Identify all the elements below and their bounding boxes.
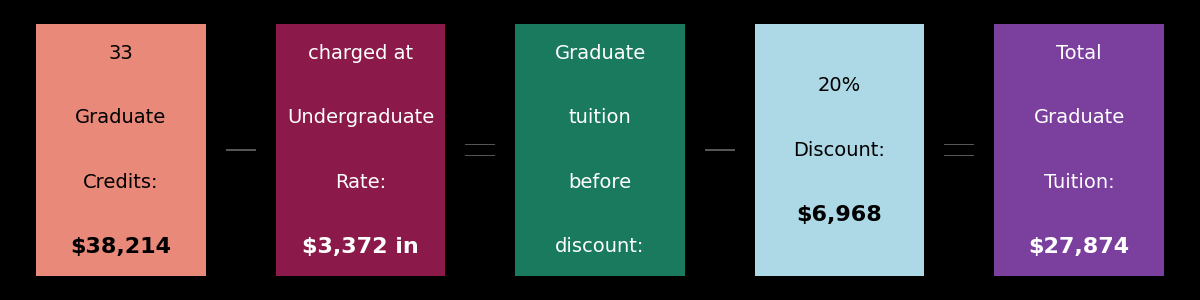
Text: Credits:: Credits: — [83, 173, 158, 192]
FancyBboxPatch shape — [755, 24, 924, 276]
Text: tuition: tuition — [569, 108, 631, 127]
FancyBboxPatch shape — [36, 24, 206, 276]
Text: Graduate: Graduate — [1033, 108, 1124, 127]
FancyBboxPatch shape — [276, 24, 445, 276]
FancyBboxPatch shape — [466, 155, 496, 156]
Text: $3,372 in: $3,372 in — [302, 237, 419, 257]
Text: Total: Total — [1056, 44, 1102, 63]
Text: $38,214: $38,214 — [71, 237, 172, 257]
Text: Graduate: Graduate — [76, 108, 167, 127]
Text: before: before — [569, 173, 631, 192]
Text: Graduate: Graduate — [554, 44, 646, 63]
Text: charged at: charged at — [308, 44, 413, 63]
FancyBboxPatch shape — [944, 155, 974, 156]
Text: Tuition:: Tuition: — [1044, 173, 1115, 192]
FancyBboxPatch shape — [704, 149, 734, 151]
Text: $27,874: $27,874 — [1028, 237, 1129, 257]
Text: Undergraduate: Undergraduate — [287, 108, 434, 127]
Text: discount:: discount: — [556, 237, 644, 256]
Text: 33: 33 — [108, 44, 133, 63]
Text: 20%: 20% — [818, 76, 862, 95]
FancyBboxPatch shape — [226, 149, 256, 151]
Text: $6,968: $6,968 — [797, 205, 882, 224]
Text: Rate:: Rate: — [335, 173, 386, 192]
FancyBboxPatch shape — [944, 144, 974, 145]
Text: Discount:: Discount: — [793, 140, 886, 160]
FancyBboxPatch shape — [994, 24, 1164, 276]
FancyBboxPatch shape — [515, 24, 685, 276]
FancyBboxPatch shape — [466, 144, 496, 145]
